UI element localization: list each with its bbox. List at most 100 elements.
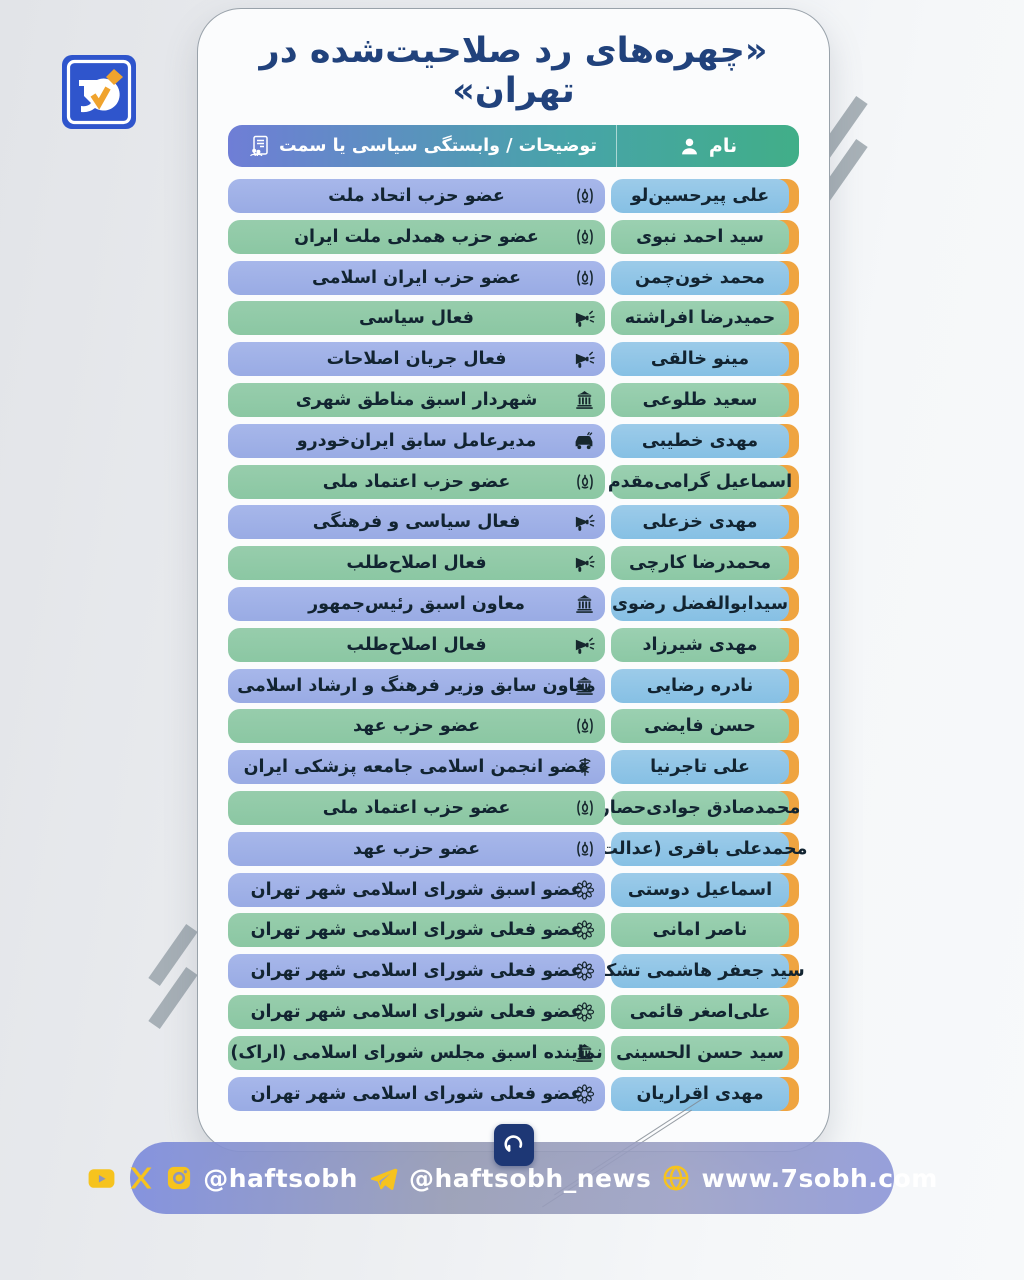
telegram-handle[interactable]: @haftsobh_news xyxy=(408,1163,652,1193)
person-name: سید جعفر هاشمی تشکر xyxy=(595,954,805,989)
table-row: سید جعفر هاشمی تشکر عضو فعلی شورای اسلامی… xyxy=(228,954,805,989)
person-name: مهدی خطیبی xyxy=(611,423,789,458)
description-text: معاون اسبق رئیس‌جمهور xyxy=(308,593,525,614)
person-name: محمد خون‌چمن xyxy=(611,260,789,295)
description-cell: فعال اصلاح‌طلب xyxy=(228,627,605,662)
name-cell: مهدی شیرزاد xyxy=(611,627,799,662)
description-text: نماینده اسبق مجلس شورای اسلامی (اراک) xyxy=(230,1042,603,1063)
car-icon xyxy=(572,429,596,453)
name-cell: اسماعیل گرامی‌مقدم xyxy=(608,464,799,499)
person-name: حسن فایضی xyxy=(611,709,789,744)
name-cell: محمدعلی باقری (عدالت) xyxy=(593,831,807,866)
name-cell: سعید طلوعی xyxy=(611,382,799,417)
description-cell: فعال اصلاح‌طلب xyxy=(228,546,605,581)
iran-emblem-icon xyxy=(574,267,596,289)
iran-emblem-icon xyxy=(574,797,596,819)
table-row: مهدی خطیبی مدیرعامل سابق ایران‌خودرو xyxy=(228,423,799,458)
table-row: نادره رضایی معاون سابق وزیر فرهنگ و ارشاد… xyxy=(228,668,799,703)
description-cell: عضو فعلی شورای اسلامی شهر تهران xyxy=(228,954,605,989)
description-cell: عضو حزب اتحاد ملت xyxy=(228,179,605,213)
description-text: عضو انجمن اسلامی جامعه پزشکی ایران xyxy=(243,757,590,778)
description-cell: عضو حزب ایران اسلامی xyxy=(228,260,605,295)
description-text: معاون سابق وزیر فرهنگ و ارشاد اسلامی xyxy=(237,675,596,696)
description-text: عضو فعلی شورای اسلامی شهر تهران xyxy=(250,920,583,941)
person-name: حمیدرضا افراشته xyxy=(611,301,789,336)
person-name: مینو خالقی xyxy=(611,342,789,377)
haftsobh-logo xyxy=(62,55,136,129)
person-icon xyxy=(679,136,700,157)
telegram-icon[interactable] xyxy=(368,1163,399,1194)
description-cell: شهردار اسبق مناطق شهری xyxy=(228,382,605,417)
description-column-label: توضیحات / وابستگی سیاسی یا سمت xyxy=(279,136,597,156)
website-url[interactable]: www.7sobh.com xyxy=(701,1163,938,1193)
description-text: عضو حزب همدلی ملت ایران xyxy=(294,226,539,247)
person-name: سید حسن الحسینی xyxy=(611,1035,789,1070)
x-icon[interactable] xyxy=(127,1164,155,1192)
description-text: فعال سیاسی و فرهنگی xyxy=(312,512,521,533)
person-name: ناصر امانی xyxy=(611,913,789,948)
table-row: مهدی اقراریان عضو فعلی شورای اسلامی شهر ت… xyxy=(228,1076,799,1111)
globe-icon[interactable] xyxy=(661,1163,691,1193)
table-row: علی‌اصغر قائمی عضو فعلی شورای اسلامی شهر … xyxy=(228,994,799,1029)
table-row: مینو خالقی فعال جریان اصلاحات xyxy=(228,342,799,377)
description-cell: عضو فعلی شورای اسلامی شهر تهران xyxy=(228,1076,605,1111)
name-cell: نادره رضایی xyxy=(611,668,799,703)
description-text: عضو فعلی شورای اسلامی شهر تهران xyxy=(250,1083,583,1104)
description-text: عضو فعلی شورای اسلامی شهر تهران xyxy=(250,1001,583,1022)
name-cell: محمدصادق جوادی‌حصار xyxy=(600,790,800,825)
person-name: اسماعیل دوستی xyxy=(611,872,789,907)
person-name: مهدی خزعلی xyxy=(611,505,789,540)
name-cell: علی پیرحسین‌لو xyxy=(611,179,799,213)
person-name: سید احمد نبوی xyxy=(611,219,789,254)
description-cell: فعال جریان اصلاحات xyxy=(228,342,605,377)
name-cell: محمدرضا کارچی xyxy=(611,546,799,581)
person-name: مهدی شیرزاد xyxy=(611,627,789,662)
description-cell: نماینده اسبق مجلس شورای اسلامی (اراک) xyxy=(228,1035,605,1070)
building-icon xyxy=(573,592,596,615)
name-cell: مهدی خطیبی xyxy=(611,423,799,458)
table-row: سید حسن الحسینی نماینده اسبق مجلس شورای ا… xyxy=(228,1035,799,1070)
page-title: «چهره‌های رد صلاحیت‌شده در تهران» xyxy=(259,31,768,111)
table-row: سید احمد نبوی عضو حزب همدلی ملت ایران xyxy=(228,219,799,254)
iran-emblem-icon xyxy=(574,715,596,737)
iran-emblem-icon xyxy=(574,185,596,207)
name-cell: علی تاجرنیا xyxy=(611,750,799,785)
name-cell: حمیدرضا افراشته xyxy=(611,301,799,336)
instagram-icon[interactable] xyxy=(165,1164,193,1192)
name-cell: حسن فایضی xyxy=(611,709,799,744)
iran-emblem-icon xyxy=(574,471,596,493)
person-name: سعید طلوعی xyxy=(611,382,789,417)
name-cell: سید احمد نبوی xyxy=(611,219,799,254)
table-row: سیدابوالفضل رضوی معاون اسبق رئیس‌جمهور xyxy=(228,586,799,621)
megaphone-icon xyxy=(573,348,596,371)
table-row: محمدعلی باقری (عدالت) عضو حزب عهد xyxy=(228,831,807,866)
description-cell: عضو انجمن اسلامی جامعه پزشکی ایران xyxy=(228,750,605,785)
description-text: عضو حزب ایران اسلامی xyxy=(312,267,521,288)
description-cell: عضو اسبق شورای اسلامی شهر تهران xyxy=(228,872,605,907)
megaphone-icon xyxy=(573,511,596,534)
iran-emblem-icon xyxy=(574,226,596,248)
building-icon xyxy=(573,1041,596,1064)
person-name: سیدابوالفضل رضوی xyxy=(611,586,789,621)
youtube-icon[interactable] xyxy=(86,1163,117,1194)
table-row: اسماعیل دوستی عضو اسبق شورای اسلامی شهر ت… xyxy=(228,872,799,907)
description-text: عضو حزب اعتماد ملی xyxy=(322,797,511,818)
footer-social-bar: @haftsobh @haftsobh_news www.7sobh.com xyxy=(88,1142,937,1214)
description-text: فعال اصلاح‌طلب xyxy=(346,634,487,655)
table-row: علی پیرحسین‌لو عضو حزب اتحاد ملت xyxy=(228,179,799,213)
council-icon xyxy=(573,919,596,942)
description-cell: عضو حزب همدلی ملت ایران xyxy=(228,219,605,254)
social-handle[interactable]: @haftsobh xyxy=(203,1163,358,1193)
name-cell: علی‌اصغر قائمی xyxy=(611,994,799,1029)
name-column-label: نام xyxy=(708,135,738,157)
resume-icon xyxy=(247,134,271,158)
table-row: ناصر امانی عضو فعلی شورای اسلامی شهر تهرا… xyxy=(228,913,799,948)
person-name: علی‌اصغر قائمی xyxy=(611,994,789,1029)
table-body: علی پیرحسین‌لو عضو حزب اتحاد ملت سید احمد … xyxy=(228,179,807,1111)
table-row: محمدصادق جوادی‌حصار عضو حزب اعتماد ملی xyxy=(228,790,800,825)
name-cell: محمد خون‌چمن xyxy=(611,260,799,295)
table-row: محمدرضا کارچی فعال اصلاح‌طلب xyxy=(228,546,799,581)
table-row: حمیدرضا افراشته فعال سیاسی xyxy=(228,301,799,336)
table-row: سعید طلوعی شهردار اسبق مناطق شهری xyxy=(228,382,799,417)
description-text: عضو حزب عهد xyxy=(352,838,481,859)
